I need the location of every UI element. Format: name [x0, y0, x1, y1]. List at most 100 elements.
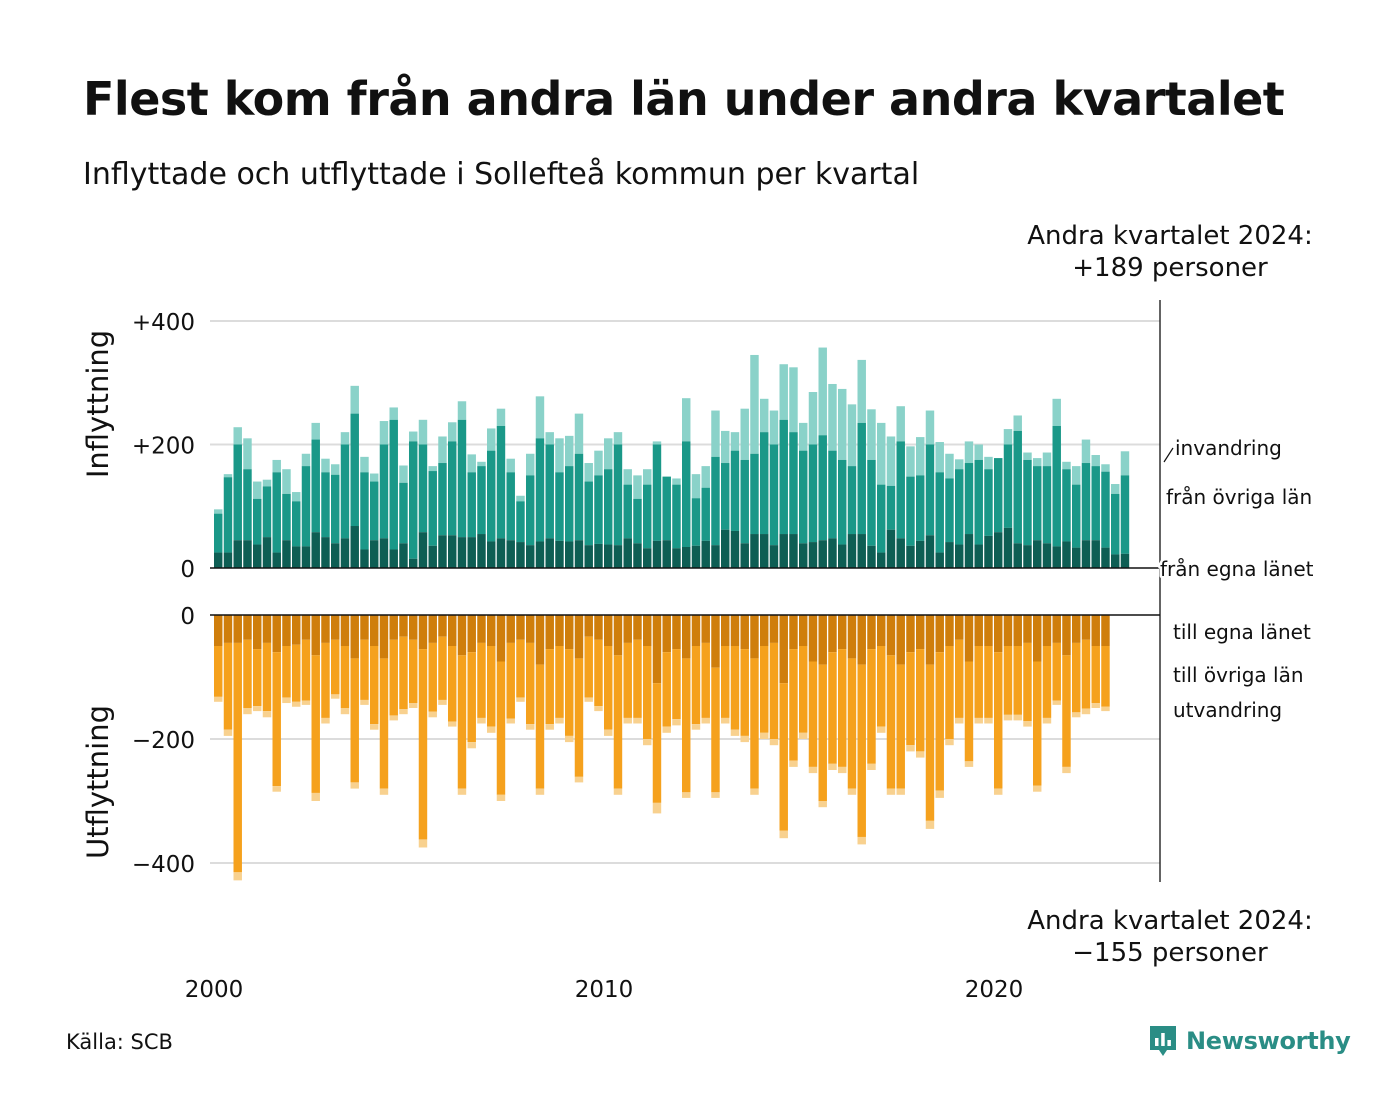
- bar-out-utvandring: [1101, 706, 1110, 712]
- bar-in-egna-lanet: [379, 538, 389, 568]
- bar-in-ovriga-lan: [223, 477, 233, 553]
- bar-out-ovriga-lan: [360, 639, 369, 700]
- bar-out-ovriga-lan: [409, 639, 418, 704]
- legend-label-out: utvandring: [1173, 698, 1282, 722]
- bar-in-egna-lanet: [857, 534, 866, 568]
- bar-out-egna-lanet: [311, 615, 320, 656]
- bar-out-utvandring: [311, 792, 320, 801]
- bar-in-ovriga-lan: [838, 459, 847, 545]
- bar-in-invandring: [467, 454, 476, 473]
- bar-in-egna-lanet: [1042, 543, 1052, 568]
- bar-in-ovriga-lan: [847, 466, 857, 535]
- bar-in-invandring: [1101, 464, 1110, 472]
- bar-out-egna-lanet: [418, 615, 428, 650]
- bar-in-egna-lanet: [808, 542, 818, 568]
- bar-out-egna-lanet: [545, 615, 554, 650]
- bar-in-egna-lanet: [643, 548, 652, 568]
- bar-in-egna-lanet: [457, 537, 467, 568]
- bar-out-egna-lanet: [370, 615, 379, 646]
- bar-in-ovriga-lan: [633, 498, 642, 544]
- bar-in-ovriga-lan: [1052, 425, 1061, 547]
- bar-out-utvandring: [838, 766, 847, 774]
- bar-out-egna-lanet: [623, 615, 632, 643]
- legend-leader-line: [1163, 447, 1174, 463]
- bar-in-egna-lanet: [1091, 540, 1100, 568]
- y-tick-label-out: −400: [132, 852, 195, 878]
- bar-in-invandring: [311, 422, 320, 440]
- bar-in-invandring: [828, 383, 837, 451]
- bar-out-ovriga-lan: [701, 642, 710, 718]
- bar-in-ovriga-lan: [1081, 463, 1091, 541]
- bar-out-utvandring: [916, 751, 925, 758]
- bar-out-egna-lanet: [779, 615, 788, 684]
- bar-out-utvandring: [448, 721, 457, 727]
- bar-out-utvandring: [1081, 708, 1091, 715]
- bar-out-ovriga-lan: [1042, 646, 1052, 718]
- bar-out-ovriga-lan: [331, 639, 340, 695]
- bar-in-egna-lanet: [301, 546, 311, 568]
- bar-in-invandring: [896, 406, 905, 442]
- bar-out-ovriga-lan: [984, 646, 993, 718]
- bar-in-egna-lanet: [555, 540, 564, 568]
- bar-out-ovriga-lan: [233, 642, 242, 873]
- bar-out-ovriga-lan: [896, 664, 905, 789]
- bar-in-invandring: [1033, 458, 1042, 467]
- bar-in-egna-lanet: [565, 541, 574, 568]
- bar-in-egna-lanet: [974, 544, 983, 568]
- bar-out-egna-lanet: [847, 615, 857, 659]
- bar-in-egna-lanet: [399, 543, 408, 568]
- bar-out-egna-lanet: [955, 615, 964, 640]
- bar-in-invandring: [945, 453, 954, 479]
- bar-out-egna-lanet: [886, 615, 896, 656]
- bar-in-invandring: [799, 422, 808, 451]
- bar-out-ovriga-lan: [1023, 642, 1032, 722]
- bar-in-invandring: [701, 466, 710, 488]
- bar-in-egna-lanet: [243, 540, 252, 568]
- bar-in-egna-lanet: [272, 552, 281, 568]
- bar-out-egna-lanet: [1081, 615, 1091, 640]
- bar-out-utvandring: [516, 697, 525, 702]
- legend-label-out: till egna länet: [1173, 620, 1311, 644]
- bar-out-utvandring: [1033, 785, 1042, 792]
- bar-in-invandring: [409, 431, 418, 442]
- bar-out-egna-lanet: [1033, 615, 1042, 662]
- bar-in-egna-lanet: [526, 545, 535, 568]
- bar-in-egna-lanet: [672, 548, 681, 568]
- bar-out-ovriga-lan: [1101, 646, 1110, 707]
- bar-in-egna-lanet: [711, 545, 720, 568]
- bar-in-egna-lanet: [253, 544, 262, 568]
- bar-in-egna-lanet: [984, 535, 993, 568]
- bar-out-utvandring: [243, 708, 252, 715]
- x-tick-label: 2020: [965, 977, 1024, 1003]
- bar-out-ovriga-lan: [886, 655, 896, 789]
- bar-in-invandring: [253, 481, 262, 499]
- bar-in-invandring: [1111, 484, 1120, 494]
- bar-in-egna-lanet: [594, 543, 603, 568]
- bar-in-invandring: [906, 446, 915, 477]
- bar-out-utvandring: [740, 735, 749, 743]
- bar-out-egna-lanet: [457, 615, 467, 656]
- bar-out-ovriga-lan: [272, 652, 281, 787]
- bar-in-ovriga-lan: [555, 472, 564, 541]
- bar-in-invandring: [516, 495, 525, 502]
- bar-in-egna-lanet: [233, 540, 242, 568]
- bar-in-egna-lanet: [545, 538, 554, 568]
- bar-in-egna-lanet: [340, 538, 350, 568]
- bar-out-utvandring: [984, 717, 993, 724]
- bar-in-ovriga-lan: [662, 476, 671, 541]
- bar-out-utvandring: [379, 788, 389, 795]
- bar-in-invandring: [233, 427, 242, 445]
- bar-in-ovriga-lan: [272, 472, 281, 553]
- bar-out-egna-lanet: [350, 615, 359, 659]
- bar-in-ovriga-lan: [779, 419, 788, 535]
- bar-out-utvandring: [1013, 714, 1022, 721]
- bar-in-ovriga-lan: [389, 419, 398, 550]
- bar-in-egna-lanet: [223, 552, 233, 568]
- bar-out-egna-lanet: [1091, 615, 1100, 646]
- bar-out-egna-lanet: [730, 615, 740, 646]
- bar-in-invandring: [779, 364, 788, 420]
- bar-in-invandring: [292, 492, 301, 502]
- bar-in-ovriga-lan: [721, 463, 730, 530]
- bar-out-ovriga-lan: [340, 646, 350, 708]
- bar-in-egna-lanet: [740, 543, 749, 568]
